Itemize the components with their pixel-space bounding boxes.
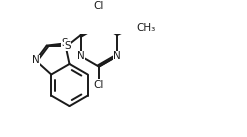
Text: N: N xyxy=(113,51,121,61)
Text: S: S xyxy=(62,38,68,48)
Text: Cl: Cl xyxy=(94,2,104,12)
Text: S: S xyxy=(64,41,71,51)
Text: N: N xyxy=(32,55,40,65)
Text: CH₃: CH₃ xyxy=(136,23,156,33)
Text: Cl: Cl xyxy=(94,80,104,90)
Text: N: N xyxy=(77,51,84,61)
